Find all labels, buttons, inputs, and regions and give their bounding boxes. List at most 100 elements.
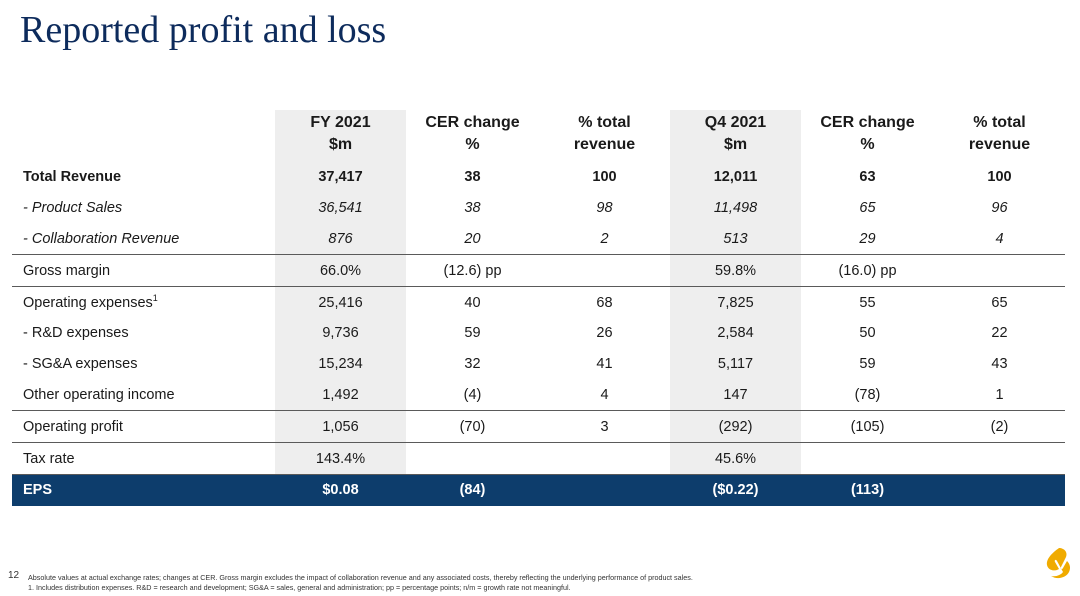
row-label-text: - SG&A expenses: [23, 356, 138, 373]
cell-fy-cer-change: 38: [464, 200, 481, 217]
cell-fy-cer-change: [406, 442, 539, 475]
cell-q4-percent-revenue: 4: [995, 230, 1004, 247]
cell-fy2021-value: 37,417: [275, 162, 406, 193]
row-label-text: Operating expenses: [23, 294, 153, 311]
header-line: CER change: [820, 114, 915, 131]
cell-fy2021-value: 1,056: [275, 410, 406, 443]
header-q4-percent-revenue: % total revenue: [934, 110, 1065, 162]
row-label-text: EPS: [23, 482, 53, 499]
header-label-column: [12, 110, 275, 162]
cell-q4-cer-change: (16.0) pp: [801, 254, 934, 287]
table-row: Tax rate 143.4% 45.6%: [12, 442, 1065, 475]
footnote: Absolute values at actual exchange rates…: [28, 573, 693, 593]
cell-fy2021-value: 876: [275, 223, 406, 255]
cell-q4-cer-change: [801, 442, 934, 475]
cell-q42021-value: (292): [670, 410, 801, 443]
cell-q4-percent-revenue: 65: [934, 286, 1065, 318]
header-fy-percent-revenue: % total revenue: [539, 110, 670, 162]
cell-fy-percent-revenue: [539, 254, 670, 287]
cell-fy2021-value: 9,736: [275, 317, 406, 349]
cell-fy2021-value: 66.0%: [275, 254, 406, 287]
row-label: Other operating income: [12, 380, 275, 411]
row-label-text: - Product Sales: [23, 200, 123, 217]
row-label-text: Operating profit: [23, 418, 123, 435]
cell-fy-cer-change: (84): [406, 473, 539, 506]
header-fy-cer-change: CER change %: [406, 110, 539, 162]
header-line: %: [465, 136, 480, 153]
cell-q4-percent-revenue: 100: [987, 169, 1012, 186]
cell-q42021-value: 7,825: [670, 286, 801, 318]
cell-fy-percent-revenue: [539, 473, 670, 506]
row-label: Total Revenue: [12, 162, 275, 193]
row-label-text: - Collaboration Revenue: [23, 230, 180, 247]
cell-q42021-value: 11,498: [670, 192, 801, 224]
cell-fy2021-value: $0.08: [275, 473, 406, 506]
table-row: - Collaboration Revenue 876 20 2 513 29 4: [12, 223, 1065, 255]
row-label: Gross margin: [12, 254, 275, 287]
header-q42021: Q4 2021 $m: [670, 110, 801, 162]
cell-q42021-value: 2,584: [670, 317, 801, 349]
cell-fy2021-value: 1,492: [275, 379, 406, 411]
page-number: 12: [8, 570, 20, 581]
row-label-text: Other operating income: [23, 386, 175, 403]
row-label: EPS: [12, 473, 275, 506]
cell-fy-cer-change: 32: [464, 356, 481, 373]
cell-q4-cer-change: 50: [859, 325, 876, 342]
row-label: - Collaboration Revenue: [12, 224, 275, 255]
header-line: FY 2021: [310, 114, 371, 131]
table-row: Gross margin 66.0% (12.6) pp 59.8% (16.0) pp: [12, 254, 1065, 287]
header-line: Q4 2021: [704, 114, 767, 131]
footnote-line: Absolute values at actual exchange rates…: [28, 573, 693, 582]
cell-q4-cer-change: 65: [859, 200, 876, 217]
cell-fy-percent-revenue: 98: [596, 200, 613, 217]
cell-q4-cer-change: (113): [801, 473, 934, 506]
table-row: Other operating income 1,492 (4) 4 147 (78) 1: [12, 379, 1065, 411]
table-row: Operating profit 1,056 (70) 3 (292) (105) (2): [12, 410, 1065, 443]
cell-q42021-value: 513: [670, 223, 801, 255]
cell-fy-percent-revenue: 3: [539, 410, 670, 443]
header-line: revenue: [968, 136, 1031, 153]
row-label: Operating expenses1: [12, 286, 275, 318]
cell-fy-cer-change: (70): [406, 410, 539, 443]
row-label: Tax rate: [12, 442, 275, 475]
cell-fy-percent-revenue: 4: [600, 386, 609, 403]
cell-fy-cer-change: 59: [464, 325, 481, 342]
footnote-marker: 1: [152, 292, 158, 303]
header-line: % total: [973, 114, 1026, 131]
cell-q42021-value: 12,011: [670, 162, 801, 193]
cell-fy2021-value: 36,541: [275, 192, 406, 224]
cell-q42021-value: 5,117: [670, 348, 801, 380]
row-label: - SG&A expenses: [12, 349, 275, 380]
row-label-text: Tax rate: [23, 450, 75, 467]
cell-q4-cer-change: 29: [859, 230, 876, 247]
cell-q4-cer-change: 55: [801, 286, 934, 318]
header-line: % total: [578, 114, 631, 131]
cell-q4-cer-change: (105): [801, 410, 934, 443]
table-row: Operating expenses1 25,416 40 68 7,825 55 65: [12, 286, 1065, 318]
row-label-text: Gross margin: [23, 262, 111, 279]
cell-fy-percent-revenue: 41: [596, 356, 613, 373]
cell-q4-percent-revenue: 43: [991, 356, 1008, 373]
cell-q4-percent-revenue: [934, 473, 1065, 506]
cell-fy-percent-revenue: [539, 442, 670, 475]
table-row: Total Revenue 37,417 38 100 12,011 63 100: [12, 162, 1065, 193]
table-row: - SG&A expenses 15,234 32 41 5,117 59 43: [12, 348, 1065, 380]
table-header-row: FY 2021 $m CER change % % total revenue …: [12, 110, 1065, 162]
cell-fy-percent-revenue: 68: [539, 286, 670, 318]
header-line: CER change: [425, 114, 520, 131]
header-q4-cer-change: CER change %: [801, 110, 934, 162]
cell-q42021-value: 45.6%: [670, 442, 801, 475]
cell-fy-cer-change: (12.6) pp: [406, 254, 539, 287]
cell-q42021-value: 147: [670, 379, 801, 411]
row-label-text: Total Revenue: [23, 169, 122, 186]
cell-fy-cer-change: 38: [464, 169, 481, 186]
profit-loss-table: FY 2021 $m CER change % % total revenue …: [12, 110, 1065, 506]
cell-fy-percent-revenue: 2: [600, 230, 609, 247]
cell-fy-percent-revenue: 26: [596, 325, 613, 342]
cell-q4-cer-change: 59: [859, 356, 876, 373]
cell-q4-percent-revenue: 96: [991, 200, 1008, 217]
table-row: - Product Sales 36,541 38 98 11,498 65 96: [12, 192, 1065, 224]
cell-fy2021-value: 25,416: [275, 286, 406, 318]
footnote-line: 1. Includes distribution expenses. R&D =…: [28, 583, 571, 592]
cell-fy-cer-change: 20: [464, 230, 481, 247]
